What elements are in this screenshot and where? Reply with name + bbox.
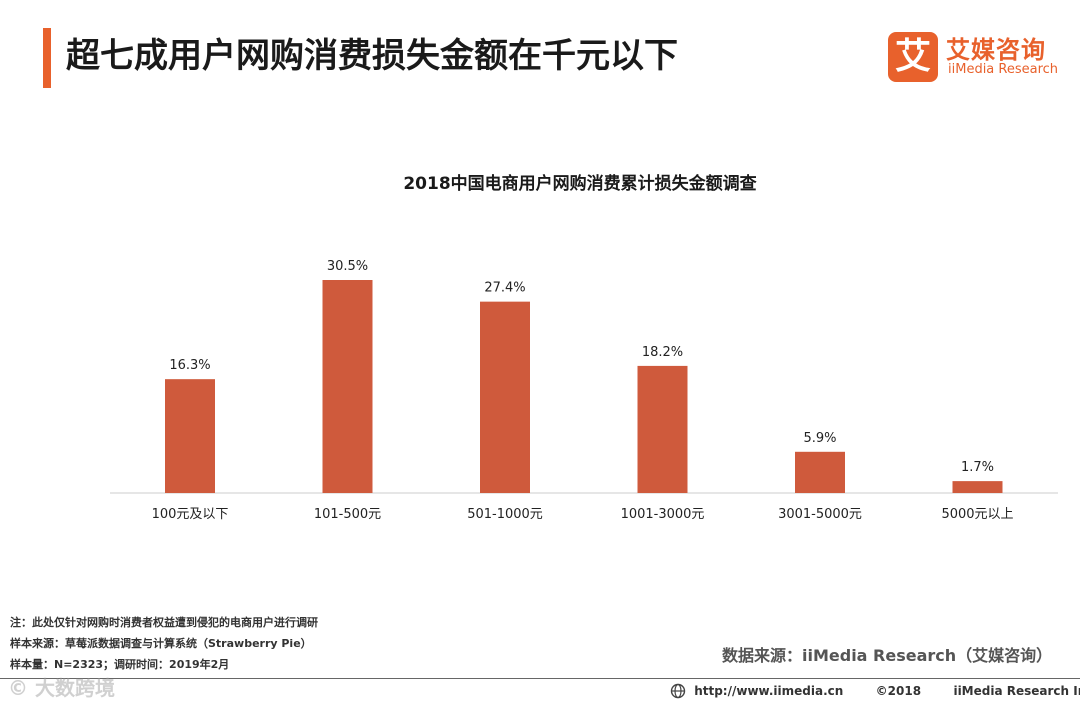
category-label: 501-1000元 [467,507,543,522]
category-label: 100元及以下 [152,507,229,522]
notes-block: 注：此处仅针对网购时消费者权益遭到侵犯的电商用户进行调研 样本来源：草莓派数据调… [10,612,318,675]
note-sample-size: 样本量：N=2323；调研时间：2019年2月 [10,658,230,671]
category-label: 5000元以上 [941,507,1013,522]
page-title: 超七成用户网购消费损失金额在千元以下 [66,36,678,76]
bar-chart: 2018中国电商用户网购消费累计损失金额调查 16.3% 100元及以下 30.5%… [110,173,1058,522]
bar-5 [952,481,1003,493]
logo-cn-text: 艾媒咨询 [946,36,1046,64]
category-label: 1001-3000元 [621,507,705,522]
note-sample-source: 样本来源：草莓派数据调查与计算系统（Strawberry Pie） [10,637,312,650]
category-label: 101-500元 [314,507,381,522]
bar-2 [480,301,530,493]
footer-url[interactable]: http://www.iimedia.cn [694,683,844,698]
footer-company: iiMedia Research Inc [953,683,1080,698]
footer: http://www.iimedia.cn ©2018 iiMedia Rese… [670,681,1080,699]
bar-value-label: 30.5% [327,259,368,274]
bar-1 [322,280,373,493]
bar-4 [795,451,845,493]
title-accent-bar [43,28,51,88]
globe-icon [670,683,686,699]
iimedia-logo: 艾 艾媒咨询 iiMedia Research [888,30,1068,84]
footer-copyright: ©2018 [875,683,922,698]
logo-en-text: iiMedia Research [948,62,1059,77]
note-scope: 注：此处仅针对网购时消费者权益遭到侵犯的电商用户进行调研 [10,616,318,629]
bar-3 [637,365,688,493]
category-label: 3001-5000元 [778,507,862,522]
bar-value-label: 5.9% [803,431,836,446]
bar-value-label: 27.4% [484,281,525,296]
logo-mark-icon: 艾 [888,32,938,82]
footer-divider [0,678,1080,679]
chart-title: 2018中国电商用户网购消费累计损失金额调查 [403,173,757,194]
bar-value-label: 1.7% [961,460,994,475]
bar-0 [165,379,215,493]
bar-value-label: 18.2% [642,345,683,360]
data-source: 数据来源：iiMedia Research（艾媒咨询） [722,646,1053,665]
watermark: © 大数跨境 [8,676,115,700]
bar-value-label: 16.3% [169,358,210,373]
